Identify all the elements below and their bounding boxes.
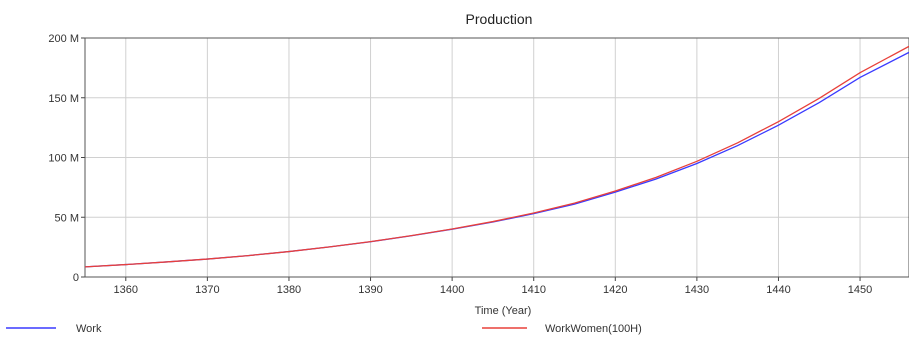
plot-frame <box>84 37 909 278</box>
y-tick-label: 150 M <box>48 93 79 105</box>
y-tick-label: 0 <box>73 272 79 284</box>
y-tick-label: 50 M <box>55 212 79 224</box>
grid-lines <box>85 37 909 278</box>
x-tick-label: 1380 <box>277 284 301 296</box>
x-tick-label: 1360 <box>114 284 138 296</box>
y-tick-label: 100 M <box>48 153 79 165</box>
series-line <box>84 51 909 268</box>
x-axis-label: Time (Year) <box>475 305 532 317</box>
series-line <box>84 45 909 268</box>
axes: 1360 1370 1380 1390 1400 1410 1420 1430 1440 1450… <box>48 33 909 296</box>
chart-title: Production <box>466 11 533 27</box>
x-tick-label: 1420 <box>603 284 627 296</box>
x-tick-label: 1440 <box>766 284 790 296</box>
series-lines <box>84 45 909 268</box>
x-tick-label: 1370 <box>195 284 219 296</box>
x-tick-label: 1390 <box>358 284 382 296</box>
legend-label: Work <box>76 323 102 335</box>
y-tick-label: 200 M <box>48 33 79 45</box>
legend: Work WorkWomen(100H) <box>6 323 642 335</box>
x-tick-label: 1410 <box>521 284 545 296</box>
legend-label: WorkWomen(100H) <box>545 323 642 335</box>
x-tick-label: 1400 <box>440 284 464 296</box>
x-tick-label: 1450 <box>848 284 872 296</box>
x-tick-label: 1430 <box>685 284 709 296</box>
